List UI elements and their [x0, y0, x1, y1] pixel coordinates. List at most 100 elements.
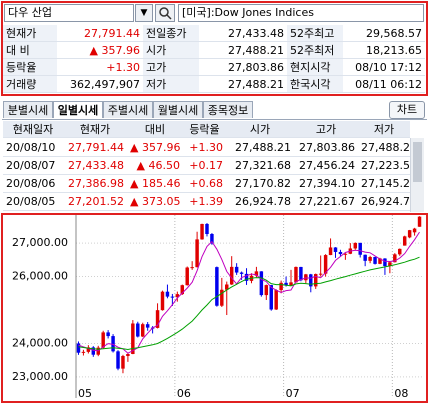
candle-body [279, 282, 283, 291]
candle-body [145, 324, 150, 328]
summary-label: 대 비 [3, 42, 57, 59]
search-input[interactable]: 다우 산업 [4, 4, 134, 22]
candle-body [155, 310, 160, 328]
y-tick-label: 23,000.00 [12, 370, 68, 383]
candle-body [338, 251, 343, 255]
candle-body [343, 253, 348, 255]
table-cell: +1.30 [183, 139, 226, 157]
candle-body [160, 291, 165, 311]
x-tick-label: 07 [286, 387, 300, 400]
candle-body [91, 347, 96, 355]
x-tick-label: 06 [177, 387, 191, 400]
chart-panel [1, 213, 428, 403]
candle-body [76, 343, 81, 353]
candle-body [195, 239, 199, 268]
candle-body [388, 262, 392, 267]
table-cell: 20/08/05 [3, 193, 63, 211]
candle-body [259, 271, 264, 296]
summary-value: 27,803.86 [199, 59, 287, 76]
summary-value: +1.30 [57, 59, 143, 76]
summary-value: 08/10 17:12 [343, 59, 425, 76]
candle-body [393, 254, 397, 263]
y-tick-label: 26,000.00 [12, 270, 68, 283]
candle-body [398, 248, 402, 255]
summary-label: 현재가 [3, 25, 57, 42]
scrollbar[interactable] [410, 138, 424, 212]
x-tick-label: 05 [78, 387, 92, 400]
summary-value: ▲ 357.96 [57, 42, 143, 59]
candle-body [363, 254, 367, 261]
summary-value: 29,568.57 [343, 25, 425, 42]
table-header: 시가 [226, 121, 294, 138]
summary-label: 전일종가 [143, 25, 199, 42]
candle-body [220, 289, 224, 306]
tab[interactable]: 주별시세 [103, 101, 153, 118]
tab[interactable]: 일별시세 [53, 101, 103, 118]
candle-body [116, 351, 120, 369]
y-tick-label: 24,000.00 [12, 336, 68, 349]
table-cell: +0.17 [183, 157, 226, 175]
table-cell: 27,223.55 [358, 157, 410, 175]
market-field: [미국]:Dow Jones Indices [178, 4, 424, 22]
candle-body [412, 228, 417, 233]
candle-body [225, 284, 229, 290]
candle-body [289, 282, 293, 286]
table-header: 고가 [294, 121, 358, 138]
table-cell: 27,488.21 [226, 139, 294, 157]
table-cell: 20/08/10 [3, 139, 63, 157]
candle-body [333, 247, 338, 252]
table-cell: 27,456.24 [294, 157, 358, 175]
candle-body [136, 323, 140, 337]
candle-body [106, 332, 110, 337]
candle-body [284, 282, 288, 286]
summary-label: 등락율 [3, 59, 57, 76]
candle-body [323, 255, 328, 274]
summary-label: 한국시각 [287, 76, 343, 93]
quote-panel [1, 1, 428, 96]
candle-body [244, 273, 249, 281]
x-tick-label: 08 [394, 387, 408, 400]
candle-body [328, 247, 333, 256]
summary-value: 08/11 06:12 [343, 76, 425, 93]
candle-body [353, 242, 358, 249]
search-button[interactable] [155, 4, 175, 22]
candle-body [254, 271, 259, 276]
candle-body [373, 256, 377, 264]
candle-body [378, 258, 382, 264]
scroll-thumb[interactable] [413, 142, 422, 182]
summary-label: 현지시각 [287, 59, 343, 76]
candle-body [318, 273, 323, 275]
candle-body [309, 274, 313, 287]
candle-body [185, 267, 189, 286]
search-icon [159, 7, 172, 20]
summary-label: 거래량 [3, 76, 57, 93]
candle-body [299, 266, 303, 281]
candle-body [175, 294, 180, 298]
candle-body [165, 291, 170, 297]
summary-label: 52주최저 [287, 42, 343, 59]
table-cell: 27,488.21 [358, 139, 410, 157]
table-header: 등락율 [183, 121, 226, 138]
dropdown-button[interactable]: ▼ [135, 4, 153, 22]
candle-body [86, 347, 91, 352]
candle-body [180, 285, 185, 295]
tab[interactable]: 월별시세 [153, 101, 203, 118]
table-cell: 27,433.48 [63, 157, 127, 175]
candle-body [264, 285, 269, 296]
tab[interactable]: 종목정보 [203, 101, 253, 118]
tab-line [2, 119, 427, 120]
table-cell: +0.68 [183, 175, 226, 193]
moving-average [78, 256, 420, 351]
tab[interactable]: 분별시세 [3, 101, 53, 118]
summary-value: 27,488.21 [199, 76, 287, 93]
candle-body [358, 242, 362, 255]
table-cell: 27,321.68 [226, 157, 294, 175]
table-cell: ▲ 185.46 [127, 175, 183, 193]
table-cell: 27,170.82 [226, 175, 294, 193]
chart-button[interactable]: 차트 [389, 101, 425, 119]
candle-body [170, 296, 175, 298]
candle-body [190, 267, 194, 269]
table-header: 대비 [127, 121, 183, 138]
